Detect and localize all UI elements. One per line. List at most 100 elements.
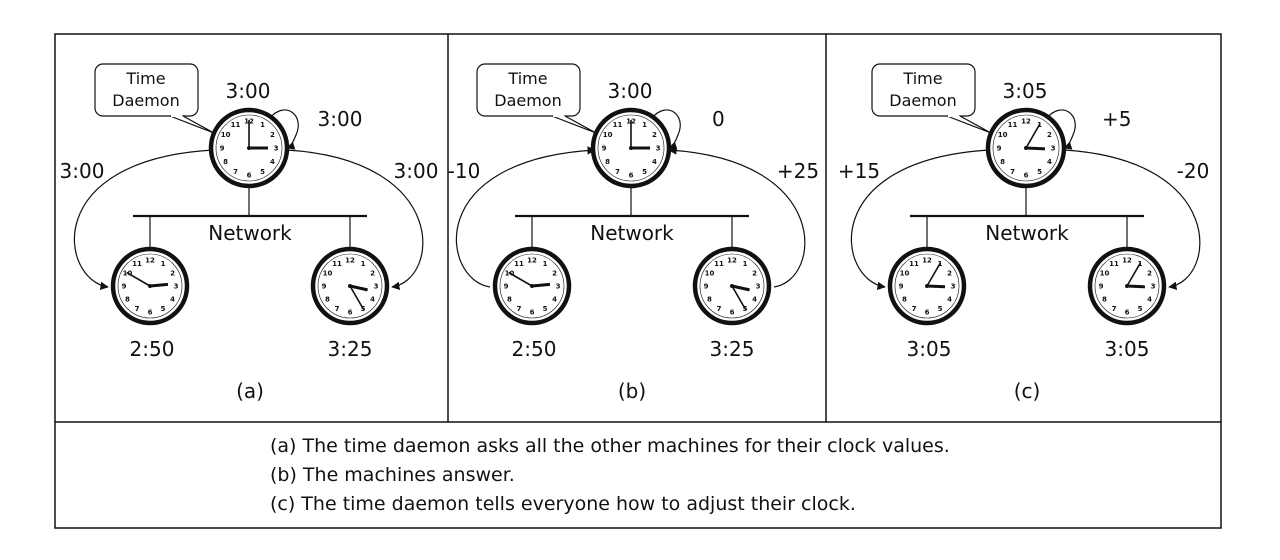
minute-hand bbox=[1126, 262, 1142, 287]
minute-hand bbox=[349, 285, 365, 310]
minute-hand bbox=[508, 271, 533, 287]
clock-numeral: 2 bbox=[270, 131, 275, 139]
right-message-label: +25 bbox=[777, 159, 819, 183]
clock-numeral: 1 bbox=[361, 260, 366, 268]
outer-frame bbox=[54, 33, 1222, 529]
caption-line-a: (a) The time daemon asks all the other m… bbox=[270, 435, 950, 457]
clock-numeral: 6 bbox=[730, 309, 735, 317]
clock-center bbox=[348, 284, 352, 288]
clock-numeral: 6 bbox=[348, 309, 353, 317]
clock-numeral: 2 bbox=[170, 270, 175, 278]
clock-inner-ring bbox=[992, 114, 1060, 182]
minute-hand bbox=[731, 285, 747, 310]
clock-numeral: 6 bbox=[247, 172, 252, 180]
left-message-arrow bbox=[73, 149, 214, 291]
self-message-label: 3:00 bbox=[318, 107, 363, 131]
clock-numeral: 1 bbox=[161, 260, 166, 268]
bubble-text-time: Time bbox=[902, 69, 942, 88]
left-machine-time: 2:50 bbox=[512, 337, 557, 361]
clock-numeral: 2 bbox=[752, 270, 757, 278]
clock-numeral: 5 bbox=[938, 305, 943, 313]
clock-numeral: 4 bbox=[370, 296, 375, 304]
clock-inner-ring bbox=[499, 253, 565, 319]
clock-numeral: 9 bbox=[704, 283, 709, 291]
clock-numeral: 7 bbox=[912, 305, 917, 313]
clock-numeral: 3 bbox=[656, 145, 661, 153]
clock-numeral: 2 bbox=[1047, 131, 1052, 139]
clock-inner-ring bbox=[117, 253, 183, 319]
time-daemon-bubble bbox=[871, 63, 976, 117]
bubble-tail bbox=[551, 115, 597, 134]
clock-numeral: 4 bbox=[652, 158, 657, 166]
clock-numeral: 7 bbox=[517, 305, 522, 313]
clock-numeral: 11 bbox=[714, 260, 724, 268]
bubble-tail bbox=[169, 115, 215, 134]
clock-numeral: 7 bbox=[135, 305, 140, 313]
panel-c: TimeDaemonNetwork12345678910111212345678… bbox=[838, 63, 1209, 403]
clock-numeral: 5 bbox=[1037, 168, 1042, 176]
clock-numeral: 12 bbox=[727, 257, 737, 265]
clock-numeral: 8 bbox=[1000, 158, 1005, 166]
clock-numeral: 10 bbox=[998, 131, 1008, 139]
clock-numeral: 8 bbox=[707, 296, 712, 304]
network-label: Network bbox=[590, 221, 674, 245]
clock-numeral: 10 bbox=[705, 270, 715, 278]
daemon-time-label: 3:00 bbox=[226, 79, 271, 103]
caption-line-b: (b) The machines answer. bbox=[270, 464, 515, 486]
clock-inner-ring bbox=[317, 253, 383, 319]
right-machine-time: 3:05 bbox=[1105, 337, 1150, 361]
hour-hand bbox=[1025, 146, 1046, 151]
clock-center bbox=[247, 146, 251, 150]
bubble-tail bbox=[946, 115, 992, 134]
left-message-arrow bbox=[850, 149, 991, 291]
clock-numeral: 6 bbox=[629, 172, 634, 180]
right-message-arrow bbox=[286, 149, 424, 291]
clock-numeral: 7 bbox=[615, 168, 620, 176]
clock-center bbox=[1125, 284, 1129, 288]
clock-numeral: 12 bbox=[1122, 257, 1132, 265]
clock-center bbox=[530, 284, 534, 288]
right-message-arrow bbox=[1063, 149, 1201, 291]
clock-numeral: 5 bbox=[260, 168, 265, 176]
bubble-text-daemon: Daemon bbox=[494, 91, 561, 110]
right-machine-time: 3:25 bbox=[328, 337, 373, 361]
clock-numeral: 2 bbox=[947, 270, 952, 278]
clock-numeral: 9 bbox=[997, 145, 1002, 153]
panel-label: (c) bbox=[1014, 379, 1041, 403]
clock-numeral: 6 bbox=[1024, 172, 1029, 180]
clock-numeral: 8 bbox=[1102, 296, 1107, 304]
clock-numeral: 12 bbox=[145, 257, 155, 265]
clock-inner-ring bbox=[1094, 253, 1160, 319]
left-message-label: 3:00 bbox=[60, 159, 105, 183]
clock-numeral: 11 bbox=[132, 260, 142, 268]
clock-numeral: 1 bbox=[642, 121, 647, 129]
self-message-arrow bbox=[1046, 109, 1076, 150]
clock-numeral: 7 bbox=[1010, 168, 1015, 176]
self-message-arrow bbox=[651, 109, 681, 150]
clock-numeral: 7 bbox=[233, 168, 238, 176]
clock-numeral: 12 bbox=[345, 257, 355, 265]
clock-numeral: 11 bbox=[514, 260, 524, 268]
clock-numeral: 3 bbox=[374, 283, 379, 291]
clock-numeral: 2 bbox=[652, 131, 657, 139]
clock-numeral: 3 bbox=[1051, 145, 1056, 153]
clock-numeral: 11 bbox=[332, 260, 342, 268]
left-message-label: +15 bbox=[838, 159, 880, 183]
caption: (a) The time daemon asks all the other m… bbox=[270, 432, 1170, 519]
clock-inner-ring bbox=[894, 253, 960, 319]
clock-numeral: 6 bbox=[1125, 309, 1130, 317]
clock-numeral: 7 bbox=[1112, 305, 1117, 313]
panel-label: (b) bbox=[618, 379, 646, 403]
clock-numeral: 7 bbox=[335, 305, 340, 313]
self-message-label: +5 bbox=[1102, 107, 1131, 131]
hour-hand bbox=[731, 284, 750, 292]
daemon-time-label: 3:05 bbox=[1003, 79, 1048, 103]
hour-hand bbox=[926, 284, 946, 289]
right-machine-time: 3:25 bbox=[710, 337, 755, 361]
clock-numeral: 10 bbox=[900, 270, 910, 278]
